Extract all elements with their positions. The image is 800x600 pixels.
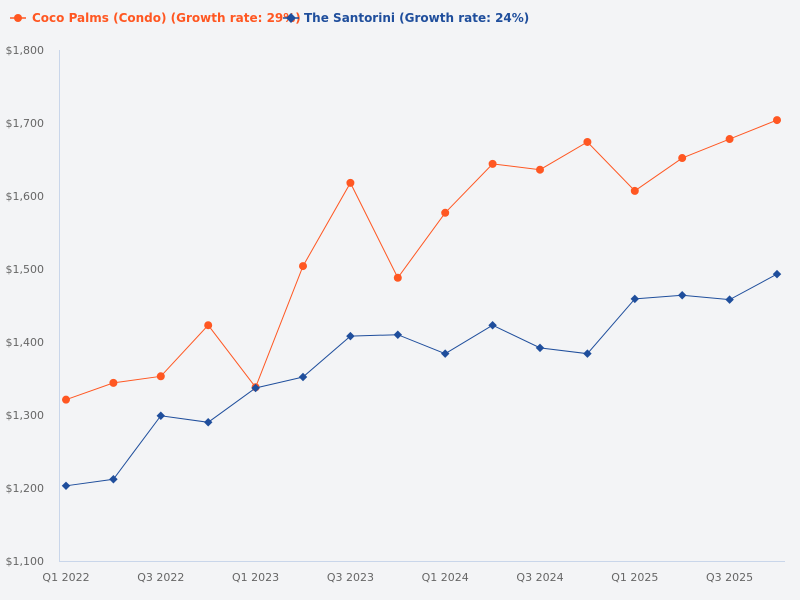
data-point[interactable] — [299, 262, 307, 271]
data-point[interactable] — [583, 137, 592, 146]
data-point[interactable] — [772, 269, 782, 279]
data-point[interactable] — [298, 372, 308, 382]
data-point[interactable] — [346, 178, 355, 187]
legend-item-santorini[interactable]: The Santorini (Growth rate: 24%) — [283, 11, 529, 25]
data-point[interactable] — [346, 331, 355, 341]
data-point[interactable] — [630, 186, 639, 195]
series-1 — [61, 269, 782, 491]
data-point[interactable] — [393, 273, 402, 282]
x-tick-label: Q3 2023 — [327, 571, 374, 584]
data-point[interactable] — [630, 294, 640, 304]
data-point[interactable] — [488, 320, 497, 330]
legend-item-coco-palms[interactable]: Coco Palms (Condo) (Growth rate: 29%) — [10, 11, 301, 25]
data-point[interactable] — [109, 378, 118, 387]
y-tick-label: $1,100 — [6, 555, 45, 568]
x-tick-label: Q3 2022 — [137, 571, 184, 584]
data-point[interactable] — [725, 295, 734, 304]
data-point[interactable] — [677, 291, 687, 300]
x-tick-label: Q1 2022 — [42, 571, 89, 584]
data-point[interactable] — [441, 208, 450, 217]
y-tick-label: $1,300 — [6, 409, 45, 422]
x-tick-label: Q3 2024 — [516, 571, 563, 584]
y-tick-label: $1,600 — [6, 190, 45, 203]
data-point[interactable] — [393, 330, 403, 339]
data-point[interactable] — [251, 383, 260, 393]
x-tick-label: Q1 2025 — [611, 571, 658, 584]
data-point[interactable] — [773, 116, 781, 125]
legend: Coco Palms (Condo) (Growth rate: 29%) Th… — [10, 11, 529, 25]
data-point[interactable] — [156, 372, 165, 381]
legend-circle-marker-icon — [14, 14, 22, 22]
legend-label: The Santorini (Growth rate: 24%) — [304, 11, 529, 25]
x-tick-label: Q3 2025 — [706, 571, 753, 584]
data-point[interactable] — [156, 411, 166, 420]
series-0 — [62, 116, 781, 404]
data-point[interactable] — [583, 349, 592, 358]
data-point[interactable] — [678, 154, 687, 163]
legend-label: Coco Palms (Condo) (Growth rate: 29%) — [32, 11, 301, 25]
series-line — [65, 119, 778, 401]
data-point[interactable] — [725, 135, 734, 144]
y-tick-label: $1,800 — [6, 44, 45, 57]
x-tick-label: Q1 2024 — [422, 571, 469, 584]
y-tick-label: $1,200 — [6, 482, 45, 495]
data-point[interactable] — [109, 474, 118, 484]
data-point[interactable] — [61, 481, 71, 491]
data-point[interactable] — [62, 395, 70, 404]
data-point[interactable] — [488, 159, 497, 168]
data-point[interactable] — [440, 349, 450, 358]
series-line — [65, 273, 778, 487]
x-tick-label: Q1 2023 — [232, 571, 279, 584]
data-point[interactable] — [536, 165, 544, 174]
y-tick-label: $1,700 — [6, 117, 45, 130]
y-tick-label: $1,400 — [6, 336, 45, 349]
data-point[interactable] — [535, 343, 545, 353]
data-point[interactable] — [204, 321, 213, 330]
y-tick-label: $1,500 — [6, 263, 45, 276]
data-point[interactable] — [203, 418, 213, 427]
